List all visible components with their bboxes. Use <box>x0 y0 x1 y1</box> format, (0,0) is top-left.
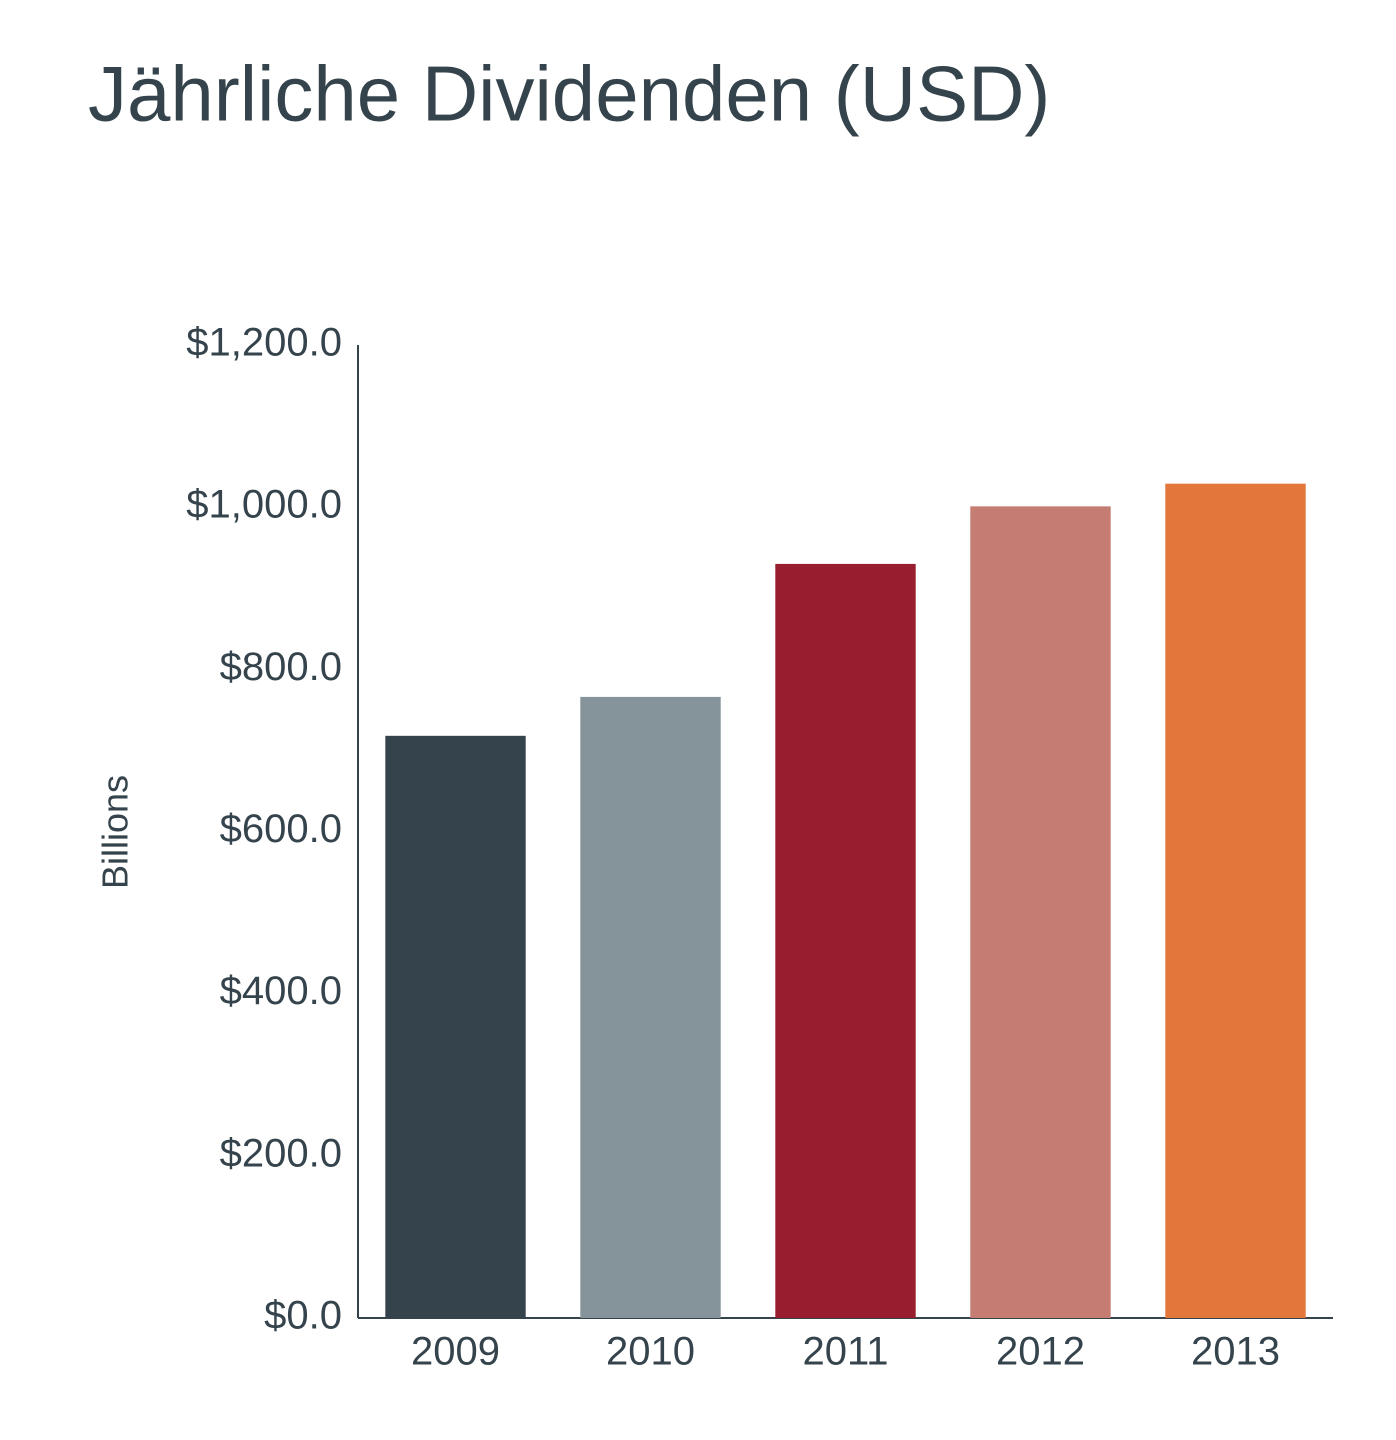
y-tick-label: $200.0 <box>220 1131 342 1175</box>
bar <box>580 696 721 1318</box>
y-tick-label: $1,200.0 <box>186 321 342 365</box>
bar <box>970 506 1111 1318</box>
y-tick-label: $1,000.0 <box>186 483 342 527</box>
x-tick-label: 2013 <box>1191 1330 1280 1374</box>
x-tick-label: 2010 <box>606 1330 695 1374</box>
y-tick-label: $0.0 <box>264 1294 342 1338</box>
x-tick-label: 2009 <box>411 1330 500 1374</box>
bar <box>1165 483 1306 1319</box>
chart-title: Jährliche Dividenden (USD) <box>88 50 1050 138</box>
bar <box>775 563 916 1318</box>
x-tick-label: 2012 <box>996 1330 1085 1374</box>
y-tick-label: $600.0 <box>220 807 342 851</box>
y-tick-label: $800.0 <box>220 645 342 689</box>
y-axis-label: Billions <box>95 775 136 889</box>
bar <box>385 735 526 1318</box>
x-tick-label: 2011 <box>802 1330 888 1374</box>
y-tick-label: $400.0 <box>220 969 342 1013</box>
